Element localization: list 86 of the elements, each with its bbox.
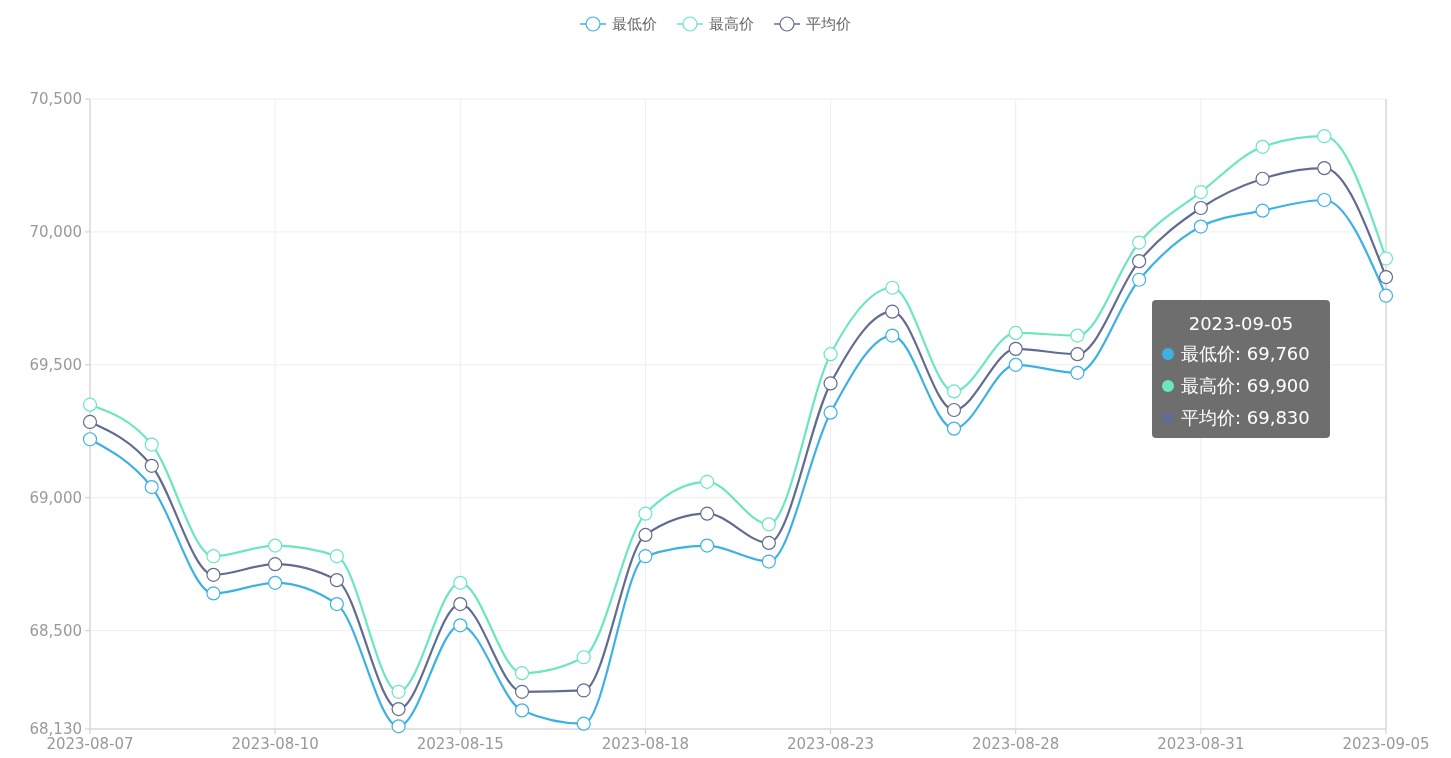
- annotation: 最低价: 69,760: [1181, 343, 1310, 365]
- x-tick-label: 2023-08-10: [231, 735, 319, 753]
- point: [638, 549, 653, 564]
- point: [391, 684, 406, 699]
- point: [206, 586, 221, 601]
- point: [1193, 200, 1208, 216]
- point: [761, 535, 776, 551]
- point: [514, 703, 530, 718]
- annotation: 最高价: 69,900: [1181, 375, 1310, 397]
- point: [1132, 254, 1147, 269]
- point: [144, 480, 159, 495]
- x-tick-label: 2023-08-18: [601, 735, 690, 753]
- point: [1193, 184, 1208, 200]
- point: [329, 596, 344, 612]
- point: [638, 527, 653, 543]
- point: [1317, 129, 1332, 144]
- point: [391, 701, 406, 717]
- point: [700, 506, 715, 521]
- y-tick-label: 70,000: [29, 223, 82, 242]
- point: [453, 575, 468, 590]
- point: [576, 716, 591, 731]
- point: [823, 347, 838, 362]
- point: [1317, 161, 1332, 176]
- point: [453, 618, 468, 633]
- x-tick-label: 2023-09-05: [1342, 735, 1430, 753]
- point: [514, 666, 530, 681]
- point: [453, 596, 468, 612]
- x-tick-label: 2023-08-07: [46, 735, 134, 753]
- point: [1008, 357, 1023, 372]
- point: [1255, 171, 1270, 186]
- annotation: 平均价: 69,830: [1181, 407, 1310, 429]
- point: [1193, 219, 1208, 234]
- point: [823, 376, 838, 391]
- annotation: 2023-09-05: [1188, 313, 1294, 335]
- legend-label: 最高价: [709, 15, 754, 34]
- point: [700, 474, 715, 489]
- x-tick-label: 2023-08-28: [972, 735, 1060, 753]
- point: [144, 437, 159, 452]
- y-tick-label: 69,500: [29, 356, 82, 375]
- legend-label: 最低价: [612, 15, 657, 34]
- point: [1132, 235, 1147, 250]
- point: [1378, 270, 1394, 285]
- point: [144, 458, 159, 473]
- point: [885, 304, 900, 319]
- point: [268, 575, 283, 590]
- y-tick-label: 70,500: [29, 90, 82, 109]
- point: [638, 506, 653, 521]
- point: [761, 517, 776, 532]
- point: [1070, 365, 1085, 380]
- point: [1378, 288, 1394, 303]
- x-tick-label: 2023-08-31: [1157, 735, 1245, 753]
- point: [1070, 347, 1085, 362]
- point: [82, 414, 98, 430]
- point: [1132, 272, 1147, 287]
- point: [1378, 251, 1394, 266]
- point: [514, 684, 530, 699]
- point: [946, 384, 962, 399]
- legend-label: 平均价: [806, 15, 851, 34]
- point: [329, 573, 344, 588]
- point: [1317, 192, 1332, 208]
- y-tick-label: 68,500: [29, 621, 82, 640]
- x-tick-label: 2023-08-23: [786, 735, 875, 753]
- point: [1255, 203, 1270, 218]
- point: [391, 719, 406, 734]
- point: [885, 328, 900, 343]
- point: [206, 549, 221, 564]
- point: [761, 554, 776, 569]
- point: [700, 538, 715, 553]
- point: [946, 402, 962, 418]
- point: [82, 397, 98, 412]
- point: [1255, 139, 1270, 154]
- point: [1008, 325, 1023, 341]
- y-tick-label: 69,000: [29, 488, 82, 507]
- point: [82, 432, 98, 447]
- x-tick-label: 2023-08-15: [416, 735, 504, 753]
- point: [268, 538, 283, 553]
- point: [885, 280, 900, 295]
- point: [268, 557, 283, 572]
- point: [1070, 328, 1085, 343]
- point: [823, 405, 838, 420]
- point: [576, 683, 591, 698]
- point: [946, 421, 962, 436]
- point: [206, 567, 221, 582]
- point: [329, 549, 344, 564]
- point: [576, 650, 591, 665]
- point: [1008, 341, 1023, 356]
